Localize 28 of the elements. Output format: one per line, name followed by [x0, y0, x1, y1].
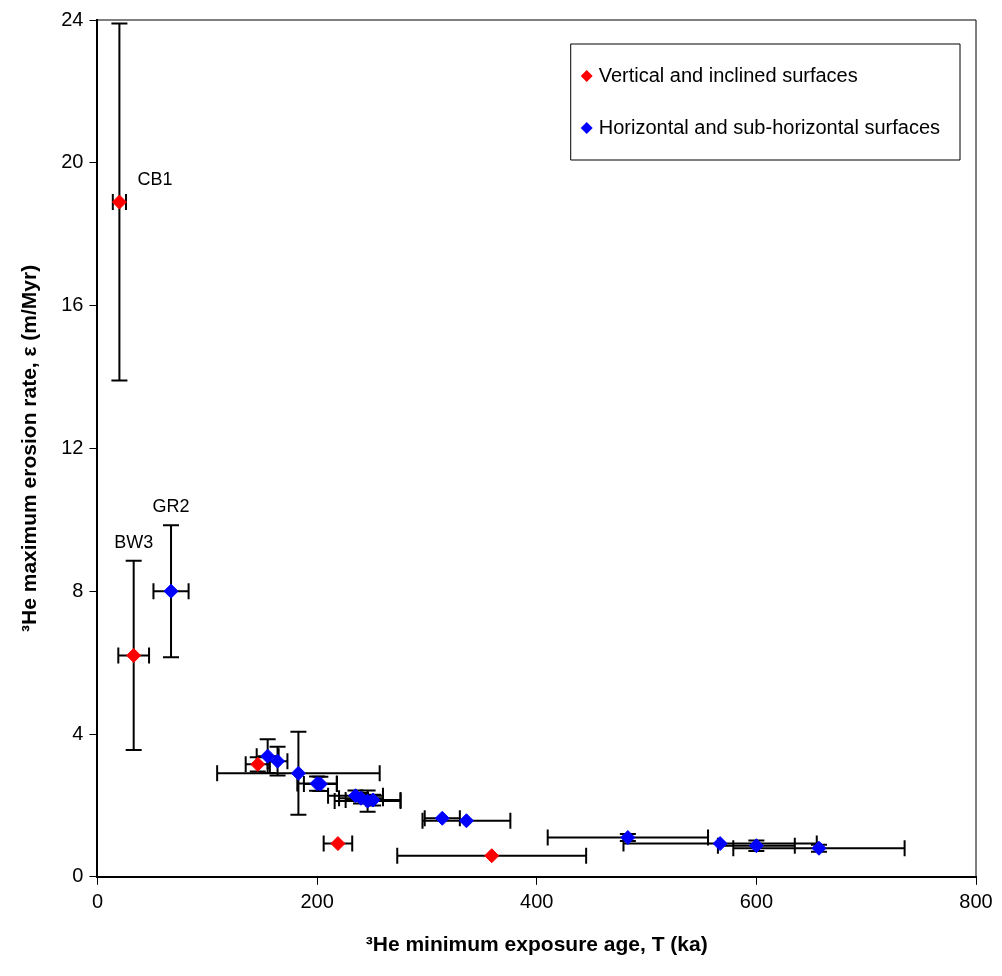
x-tick-label: 800: [959, 890, 993, 913]
point: [484, 848, 500, 864]
y-tick-label: 24: [61, 7, 84, 30]
y-tick-label: 12: [61, 435, 84, 458]
point: [290, 765, 306, 781]
point: [260, 748, 276, 764]
point: [458, 813, 474, 829]
annotation: GR2: [152, 496, 190, 517]
y-tick-label: 20: [61, 150, 84, 173]
x-axis-title: ³He minimum exposure age, T (ka): [365, 932, 708, 956]
legend-label: Horizontal and sub-horizontal surfaces: [598, 115, 941, 138]
x-tick-label: 600: [739, 890, 774, 913]
y-axis-title: ³He maximum erosion rate, ε (m/Myr): [17, 264, 41, 632]
y-tick-label: 4: [72, 721, 84, 744]
point: [330, 836, 346, 852]
point: [712, 836, 728, 852]
x-tick-label: 0: [91, 890, 104, 913]
point: [126, 647, 142, 663]
y-tick-label: 0: [72, 864, 84, 887]
point: [163, 583, 179, 599]
y-tick-label: 8: [72, 578, 84, 601]
x-tick-label: 200: [300, 890, 334, 913]
annotation: CB1: [137, 169, 173, 190]
x-tick-label: 400: [520, 890, 554, 913]
y-tick-label: 16: [61, 293, 84, 316]
point: [434, 810, 450, 826]
annotation: BW3: [114, 531, 154, 552]
legend-label: Vertical and inclined surfaces: [598, 63, 858, 86]
